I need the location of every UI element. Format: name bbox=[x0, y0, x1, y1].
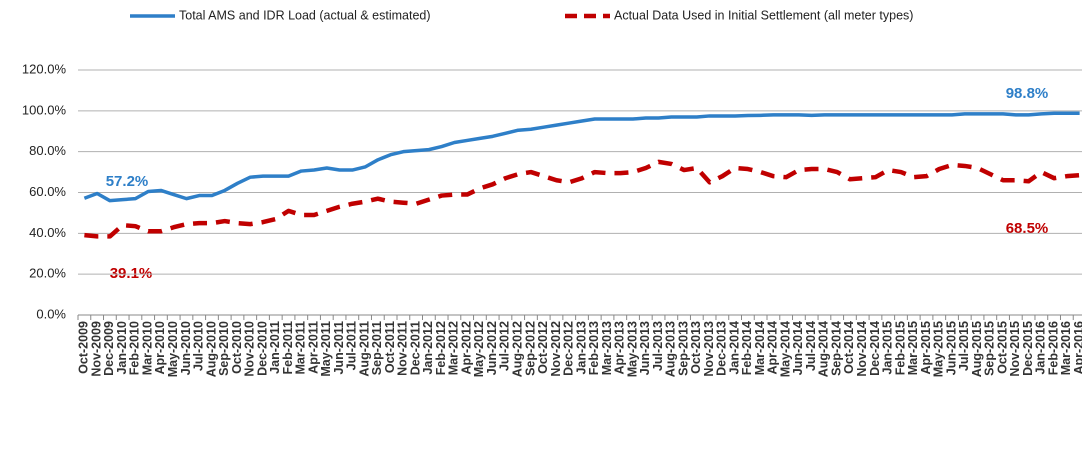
x-tick-label: Sep-2011 bbox=[370, 321, 384, 375]
x-tick-label: Oct-2015 bbox=[995, 321, 1009, 374]
x-tick-label: Aug-2011 bbox=[357, 321, 371, 377]
x-tick-label: Nov-2009 bbox=[89, 321, 103, 377]
x-tick-label: May-2011 bbox=[319, 321, 333, 377]
x-tick-label: Jun-2014 bbox=[791, 321, 805, 375]
x-tick-label: Feb-2015 bbox=[893, 321, 907, 375]
x-tick-label: Jul-2010 bbox=[192, 321, 206, 371]
x-tick-label: Jan-2015 bbox=[881, 321, 895, 375]
x-tick-label: Sep-2010 bbox=[217, 321, 231, 376]
x-tick-label: Jun-2010 bbox=[179, 321, 193, 375]
y-tick-label: 60.0% bbox=[29, 184, 66, 199]
x-tick-label: Jun-2013 bbox=[638, 321, 652, 375]
x-tick-label: Oct-2014 bbox=[842, 321, 856, 374]
x-tick-label: Feb-2013 bbox=[587, 321, 601, 375]
x-tick-label: Apr-2015 bbox=[919, 321, 933, 375]
x-tick-label: Sep-2013 bbox=[676, 321, 690, 376]
x-tick-label: Feb-2011 bbox=[281, 321, 295, 375]
x-tick-label: Aug-2014 bbox=[817, 321, 831, 377]
x-tick-label: Aug-2012 bbox=[510, 321, 524, 377]
legend-label: Total AMS and IDR Load (actual & estimat… bbox=[179, 8, 431, 22]
series-line bbox=[84, 159, 1080, 239]
x-tick-label: Mar-2010 bbox=[140, 321, 154, 375]
x-tick-label: Jan-2012 bbox=[421, 321, 435, 375]
x-tick-label: Sep-2012 bbox=[523, 321, 537, 376]
x-tick-label: Jul-2011 bbox=[345, 321, 359, 370]
x-tick-label: Oct-2010 bbox=[230, 321, 244, 374]
x-tick-label: May-2012 bbox=[472, 321, 486, 377]
x-tick-label: Dec-2015 bbox=[1021, 321, 1035, 376]
x-tick-label: Mar-2015 bbox=[906, 321, 920, 375]
y-tick-label: 80.0% bbox=[29, 143, 66, 158]
x-tick-label: Apr-2014 bbox=[766, 321, 780, 375]
x-tick-label: Jan-2014 bbox=[727, 321, 741, 375]
x-tick-label: Jan-2011 bbox=[268, 321, 282, 374]
x-tick-label: Nov-2015 bbox=[1008, 321, 1022, 377]
y-tick-label: 100.0% bbox=[22, 102, 67, 117]
y-tick-label: 0.0% bbox=[36, 306, 66, 321]
x-tick-label: Jan-2013 bbox=[574, 321, 588, 375]
x-tick-label: Apr-2016 bbox=[1072, 321, 1082, 375]
x-tick-label: Aug-2015 bbox=[970, 321, 984, 377]
x-tick-label: Apr-2013 bbox=[613, 321, 627, 375]
x-tick-label: Jan-2010 bbox=[115, 321, 129, 375]
x-tick-label: Aug-2013 bbox=[664, 321, 678, 377]
annotation: 68.5% bbox=[1006, 220, 1049, 237]
x-tick-label: Jun-2012 bbox=[485, 321, 499, 375]
x-tick-label: Oct-2012 bbox=[536, 321, 550, 374]
x-tick-label: Feb-2014 bbox=[740, 321, 754, 375]
x-tick-label: Jul-2012 bbox=[498, 321, 512, 371]
x-tick-label: Feb-2016 bbox=[1046, 321, 1060, 375]
x-tick-label: Jun-2011 bbox=[332, 321, 346, 375]
x-tick-label: May-2015 bbox=[932, 321, 946, 377]
x-tick-label: May-2010 bbox=[166, 321, 180, 377]
x-tick-label: Oct-2011 bbox=[383, 321, 397, 373]
y-tick-label: 20.0% bbox=[29, 266, 66, 281]
x-tick-label: Dec-2012 bbox=[562, 321, 576, 376]
x-tick-label: Dec-2013 bbox=[715, 321, 729, 376]
x-tick-label: Mar-2012 bbox=[447, 321, 461, 375]
x-tick-label: Mar-2011 bbox=[294, 321, 308, 375]
x-tick-label: Jan-2016 bbox=[1034, 321, 1048, 375]
x-tick-label: Mar-2014 bbox=[753, 321, 767, 375]
annotation: 39.1% bbox=[110, 265, 153, 282]
annotation: 57.2% bbox=[106, 173, 149, 190]
x-tick-label: Nov-2012 bbox=[549, 321, 563, 377]
x-tick-label: Jul-2015 bbox=[957, 321, 971, 371]
x-tick-label: Aug-2010 bbox=[204, 321, 218, 377]
x-tick-label: Apr-2011 bbox=[306, 321, 320, 374]
x-tick-label: Dec-2010 bbox=[255, 321, 269, 376]
x-tick-label: Sep-2014 bbox=[829, 321, 843, 376]
x-tick-label: Mar-2013 bbox=[600, 321, 614, 375]
x-tick-label: May-2013 bbox=[625, 321, 639, 377]
y-tick-label: 40.0% bbox=[29, 225, 66, 240]
x-tick-label: Sep-2015 bbox=[983, 321, 997, 376]
x-tick-label: Apr-2010 bbox=[153, 321, 167, 375]
x-tick-label: Nov-2011 bbox=[396, 321, 410, 376]
x-tick-label: Oct-2009 bbox=[77, 321, 91, 374]
x-tick-label: Oct-2013 bbox=[689, 321, 703, 374]
x-tick-label: Jul-2014 bbox=[804, 321, 818, 371]
x-tick-label: Feb-2010 bbox=[128, 321, 142, 375]
annotation: 98.8% bbox=[1006, 85, 1049, 102]
x-tick-label: Dec-2009 bbox=[102, 321, 116, 376]
x-tick-label: May-2014 bbox=[778, 321, 792, 377]
x-tick-label: Mar-2016 bbox=[1059, 321, 1073, 375]
x-tick-label: Jul-2013 bbox=[651, 321, 665, 371]
x-tick-label: Nov-2013 bbox=[702, 321, 716, 377]
y-tick-label: 120.0% bbox=[22, 61, 67, 76]
x-tick-label: Dec-2011 bbox=[408, 321, 422, 375]
x-tick-label: Feb-2012 bbox=[434, 321, 448, 375]
x-tick-label: Dec-2014 bbox=[868, 321, 882, 376]
x-tick-label: Nov-2010 bbox=[243, 321, 257, 377]
series-line bbox=[83, 111, 1080, 203]
x-tick-label: Nov-2014 bbox=[855, 321, 869, 377]
legend-label: Actual Data Used in Initial Settlement (… bbox=[614, 8, 913, 22]
x-tick-label: Jun-2015 bbox=[944, 321, 958, 375]
x-tick-label: Apr-2012 bbox=[459, 321, 473, 375]
